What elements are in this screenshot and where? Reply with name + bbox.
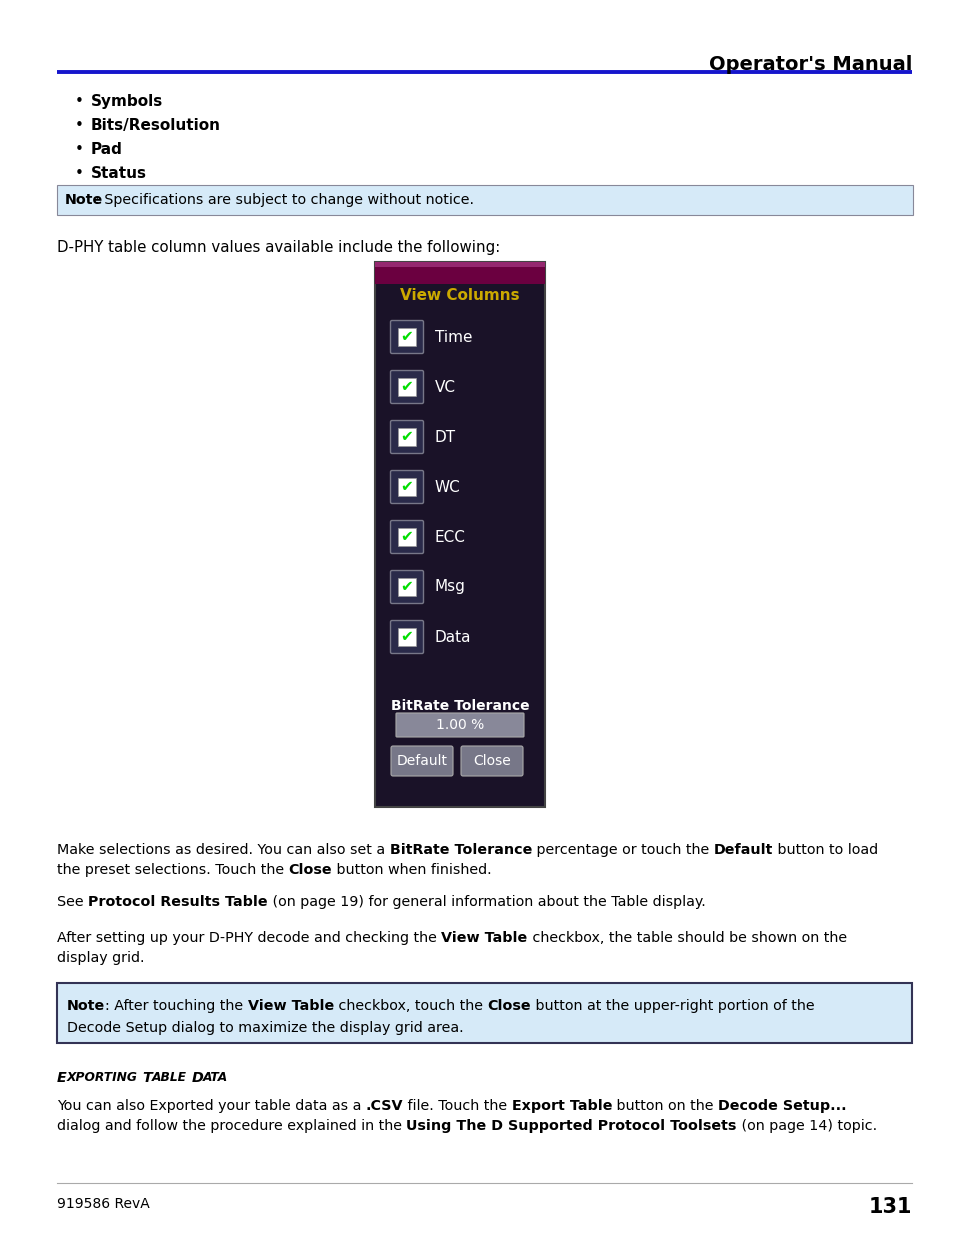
Text: Decode Setup...: Decode Setup...: [718, 1099, 846, 1113]
Text: Default: Default: [396, 755, 447, 768]
Text: Symbols: Symbols: [91, 94, 163, 109]
FancyBboxPatch shape: [460, 746, 522, 776]
Text: View Table: View Table: [441, 931, 527, 945]
Bar: [397, 478, 416, 496]
FancyBboxPatch shape: [390, 571, 423, 604]
Bar: [57, 983, 911, 1044]
Text: Note: Note: [65, 193, 103, 207]
FancyBboxPatch shape: [390, 420, 423, 453]
Bar: [57, 185, 912, 215]
Text: Operator's Manual: Operator's Manual: [708, 56, 911, 74]
Text: BitRate Tolerance: BitRate Tolerance: [391, 699, 529, 713]
Text: checkbox, the table should be shown on the: checkbox, the table should be shown on t…: [527, 931, 846, 945]
Bar: [397, 629, 416, 646]
Text: 131: 131: [867, 1197, 911, 1216]
Text: Status: Status: [91, 165, 147, 182]
Text: •: •: [75, 165, 84, 182]
Text: Pad: Pad: [91, 142, 123, 157]
Text: Close: Close: [473, 755, 511, 768]
Text: Export Table: Export Table: [512, 1099, 612, 1113]
Bar: [397, 529, 416, 546]
Text: percentage or touch the: percentage or touch the: [532, 844, 713, 857]
Text: ✔: ✔: [400, 430, 413, 445]
Text: D: D: [192, 1071, 203, 1086]
Text: the preset selections. Touch the: the preset selections. Touch the: [57, 863, 289, 877]
Text: : After touching the: : After touching the: [105, 999, 248, 1013]
Text: ✔: ✔: [400, 630, 413, 645]
Text: ATA: ATA: [203, 1071, 228, 1084]
Text: file. Touch the: file. Touch the: [403, 1099, 512, 1113]
Text: (on page 19) for general information about the Table display.: (on page 19) for general information abo…: [268, 895, 705, 909]
Text: See: See: [57, 895, 88, 909]
Text: Close: Close: [487, 999, 531, 1013]
Text: D-PHY table column values available include the following:: D-PHY table column values available incl…: [57, 240, 499, 254]
Text: button to load: button to load: [772, 844, 878, 857]
Text: Decode Setup dialog to maximize the display grid area.: Decode Setup dialog to maximize the disp…: [67, 1021, 463, 1035]
Text: ✔: ✔: [400, 379, 413, 394]
Text: After setting up your D-PHY decode and checking the: After setting up your D-PHY decode and c…: [57, 931, 441, 945]
Text: T: T: [142, 1071, 152, 1086]
Text: DT: DT: [435, 430, 456, 445]
FancyBboxPatch shape: [390, 321, 423, 353]
Text: Time: Time: [435, 330, 472, 345]
Text: (on page 14) topic.: (on page 14) topic.: [736, 1119, 876, 1132]
Text: : Specifications are subject to change without notice.: : Specifications are subject to change w…: [95, 193, 474, 207]
Text: ✔: ✔: [400, 530, 413, 545]
Text: View Columns: View Columns: [399, 289, 519, 304]
FancyBboxPatch shape: [391, 746, 453, 776]
Text: 1.00 %: 1.00 %: [436, 718, 483, 732]
Bar: [397, 578, 416, 597]
Text: •: •: [75, 94, 84, 109]
FancyBboxPatch shape: [390, 471, 423, 504]
FancyBboxPatch shape: [395, 713, 523, 737]
Text: Default: Default: [713, 844, 772, 857]
Text: You can also Exported your table data as a: You can also Exported your table data as…: [57, 1099, 366, 1113]
Text: Make selections as desired. You can also set a: Make selections as desired. You can also…: [57, 844, 389, 857]
Text: button when finished.: button when finished.: [332, 863, 492, 877]
Text: button at the upper-right portion of the: button at the upper-right portion of the: [531, 999, 814, 1013]
Bar: [397, 329, 416, 346]
Text: XPORTING: XPORTING: [67, 1071, 142, 1084]
Text: ECC: ECC: [435, 530, 465, 545]
Text: Msg: Msg: [435, 579, 465, 594]
Text: View Table: View Table: [248, 999, 334, 1013]
Text: Protocol Results Table: Protocol Results Table: [88, 895, 268, 909]
FancyBboxPatch shape: [390, 370, 423, 404]
Text: display grid.: display grid.: [57, 951, 144, 965]
Text: Using The D Supported Protocol Toolsets: Using The D Supported Protocol Toolsets: [406, 1119, 736, 1132]
Text: checkbox, touch the: checkbox, touch the: [334, 999, 487, 1013]
FancyBboxPatch shape: [390, 520, 423, 553]
Text: button on the: button on the: [612, 1099, 718, 1113]
Text: •: •: [75, 142, 84, 157]
FancyBboxPatch shape: [390, 620, 423, 653]
Text: Note: Note: [67, 999, 105, 1013]
Text: Data: Data: [435, 630, 471, 645]
Text: VC: VC: [435, 379, 456, 394]
Text: 919586 RevA: 919586 RevA: [57, 1197, 150, 1212]
Text: ✔: ✔: [400, 479, 413, 494]
Text: ✔: ✔: [400, 579, 413, 594]
Bar: [375, 262, 544, 806]
Bar: [375, 262, 544, 267]
Bar: [375, 262, 544, 284]
Text: E: E: [57, 1071, 67, 1086]
Text: dialog and follow the procedure explained in the: dialog and follow the procedure explaine…: [57, 1119, 406, 1132]
Bar: [397, 429, 416, 446]
Text: BitRate Tolerance: BitRate Tolerance: [389, 844, 532, 857]
Text: Close: Close: [289, 863, 332, 877]
Text: WC: WC: [435, 479, 460, 494]
Text: •: •: [75, 119, 84, 133]
Text: .CSV: .CSV: [366, 1099, 403, 1113]
Text: Bits/Resolution: Bits/Resolution: [91, 119, 221, 133]
Text: ✔: ✔: [400, 330, 413, 345]
Bar: [397, 378, 416, 396]
Text: ABLE: ABLE: [152, 1071, 191, 1084]
